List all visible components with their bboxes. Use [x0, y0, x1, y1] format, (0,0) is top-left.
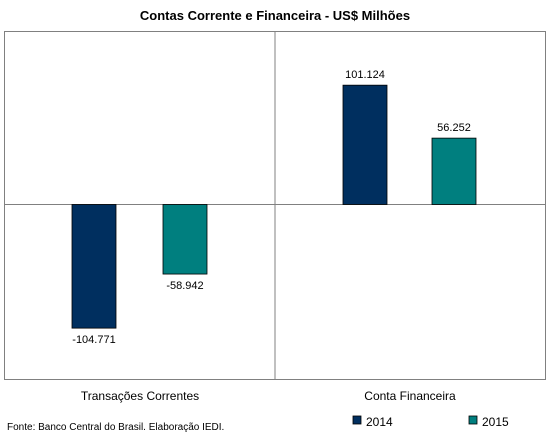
category-label-conta-financeira: Conta Financeira — [364, 389, 456, 403]
legend-label-2014: 2014 — [366, 415, 393, 429]
category-label-transacoes-correntes: Transações Correntes — [81, 389, 199, 403]
legend-swatch-2015 — [468, 415, 478, 425]
legend: 2014 2015 — [352, 415, 509, 429]
bar-2015-0 — [162, 204, 208, 275]
legend-label-2015: 2015 — [482, 415, 509, 429]
bar-2015-1 — [431, 137, 477, 205]
bar-2014-0 — [71, 204, 117, 329]
data-label-2015-0: -58.942 — [166, 280, 203, 292]
source-note: Fonte: Banco Central do Brasil. Elaboraç… — [7, 422, 224, 433]
chart-title: Contas Corrente e Financeira - US$ Milhõ… — [140, 8, 410, 23]
data-labels: -104.771 101.124 -58.942 56.252 — [72, 69, 471, 346]
data-label-2014-1: 101.124 — [345, 69, 385, 81]
bars — [71, 84, 477, 329]
legend-swatch-2014 — [352, 415, 362, 425]
bar-2014-1 — [342, 84, 388, 205]
data-label-2015-1: 56.252 — [437, 122, 471, 134]
data-label-2014-0: -104.771 — [72, 334, 115, 346]
